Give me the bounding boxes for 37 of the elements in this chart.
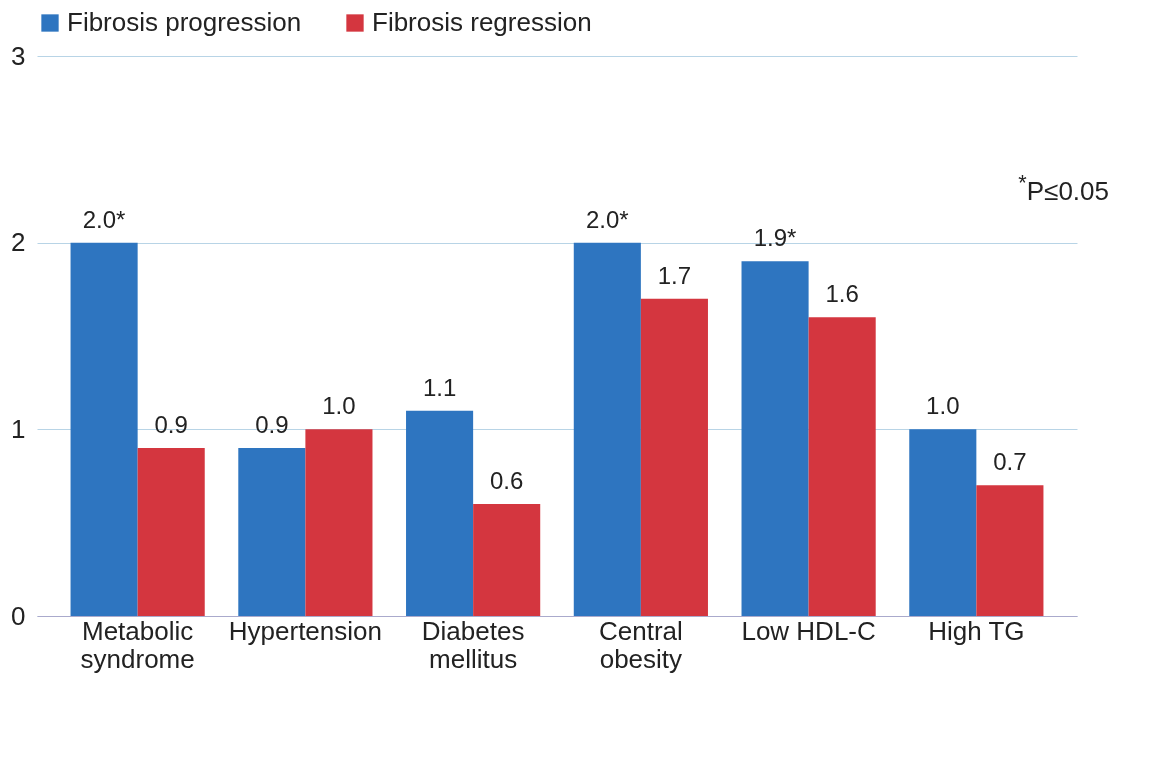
y-tick-label: 1 [11, 413, 26, 444]
bar [909, 429, 977, 616]
data-label: 1.7 [657, 261, 692, 289]
legend-label: Fibrosis progression [67, 7, 302, 37]
bar [640, 298, 708, 616]
data-label: 0.6 [489, 467, 524, 494]
bar [305, 429, 373, 616]
x-tick-label: Metabolic syndrome [80, 615, 195, 674]
bar [741, 261, 809, 616]
bar [808, 317, 876, 616]
data-label: 0.7 [993, 448, 1027, 476]
x-tick-label: High TG [928, 615, 1025, 646]
bar [238, 448, 306, 616]
data-label: 1.6 [825, 280, 859, 308]
legend-label: Fibrosis regression [372, 7, 592, 37]
bar [573, 242, 641, 616]
data-label: 1.9* [753, 224, 797, 252]
bar [137, 448, 205, 616]
data-label: 1.0 [926, 392, 960, 420]
bar [976, 485, 1044, 616]
data-label: 2.0* [585, 205, 629, 233]
annotation: $^{*}$P≤0.05 [1018, 170, 1109, 207]
y-tick-label: 3 [11, 40, 26, 71]
bar [70, 242, 138, 616]
data-label: 2.0* [82, 205, 126, 233]
x-tick-label: Central obesity [598, 615, 683, 674]
x-tick-label: Low HDL-C [741, 615, 876, 646]
y-tick-label: 0 [11, 600, 26, 631]
data-label: 1.0 [322, 392, 356, 420]
data-label: 0.9 [154, 411, 188, 438]
data-label: 0.9 [255, 411, 289, 438]
y-tick-label: 2 [11, 227, 26, 258]
bar [473, 504, 541, 616]
x-tick-label: Hypertension [228, 615, 382, 646]
bar [406, 410, 474, 616]
x-tick-label: Diabetes mellitus [421, 615, 525, 674]
data-label: 1.1 [422, 373, 457, 401]
